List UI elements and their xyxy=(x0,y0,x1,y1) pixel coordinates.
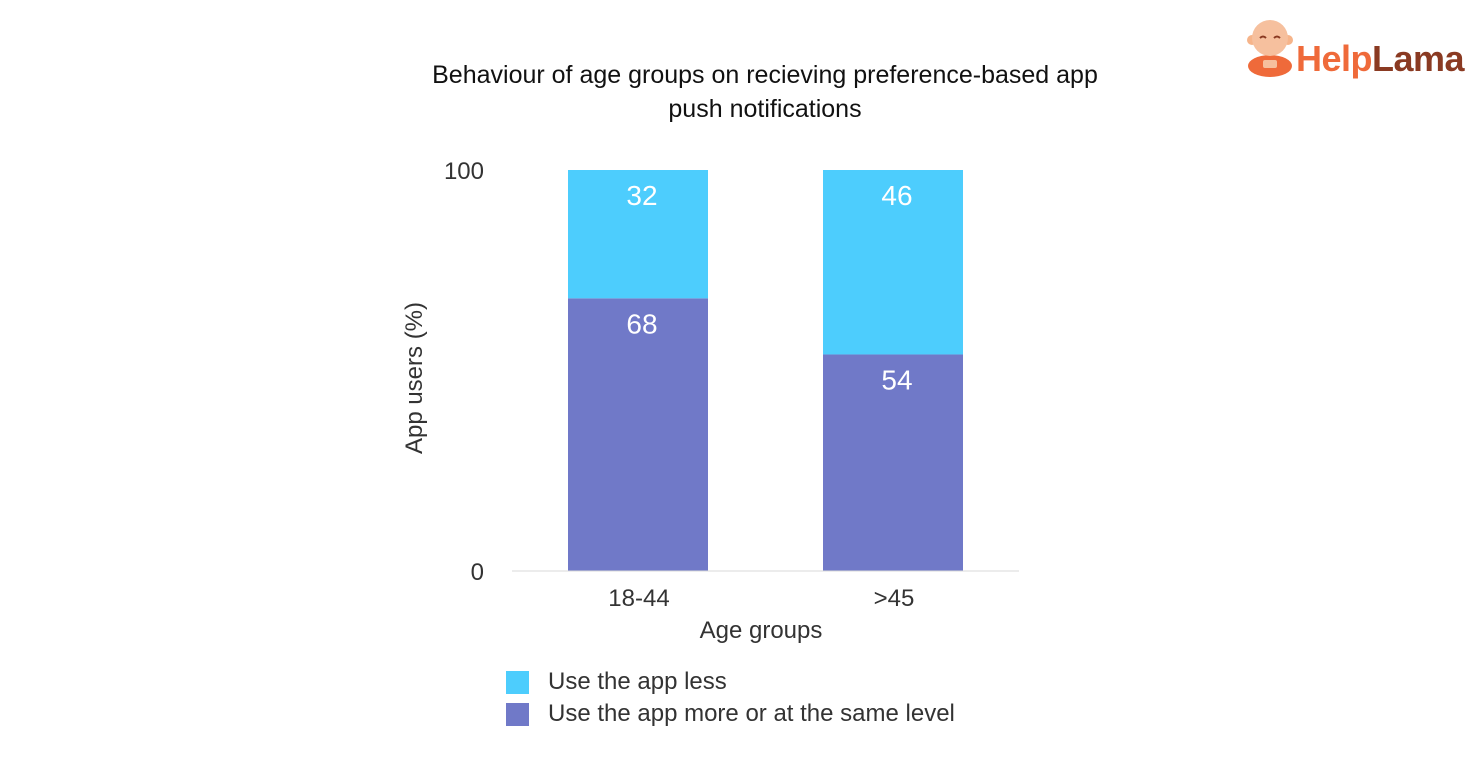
helplama-logo[interactable]: HelpLama xyxy=(1246,14,1466,84)
logo-text-lama: Lama xyxy=(1372,38,1465,79)
x-axis-title: Age groups xyxy=(700,617,823,644)
legend-label-use-less: Use the app less xyxy=(548,668,727,695)
legend-swatch-use-less xyxy=(506,670,529,694)
logo-wordmark: HelpLama xyxy=(1296,38,1465,80)
legend-label-use-more: Use the app more or at the same level xyxy=(548,700,955,727)
chart-legend: Use the app less Use the app more or at … xyxy=(506,666,955,730)
legend-item-use-more[interactable]: Use the app more or at the same level xyxy=(506,698,955,730)
bar-18-44-use-the-app-less[interactable] xyxy=(568,170,708,299)
chart-title-line-2: push notifications xyxy=(668,95,862,123)
legend-item-use-less[interactable]: Use the app less xyxy=(506,666,955,698)
data-label-45-use-the-app-more-or-at-the-same-level: 54 xyxy=(881,364,912,395)
chart-title-line-1: Behaviour of age groups on recieving pre… xyxy=(432,61,1098,89)
bar-45-use-the-app-more-or-at-the-same-level[interactable] xyxy=(823,354,963,571)
y-tick-label-100: 100 xyxy=(444,158,484,185)
data-label-45-use-the-app-less: 46 xyxy=(881,180,912,211)
data-label-18-44-use-the-app-more-or-at-the-same-level: 68 xyxy=(626,308,657,339)
y-axis-title: App users (%) xyxy=(401,302,428,454)
chart-title: Behaviour of age groups on recieving pre… xyxy=(0,58,1481,126)
x-tick-label-45: >45 xyxy=(874,585,915,612)
data-label-18-44-use-the-app-less: 32 xyxy=(626,180,657,211)
y-tick-label-0: 0 xyxy=(471,559,484,586)
bar-18-44-use-the-app-more-or-at-the-same-level[interactable] xyxy=(568,298,708,571)
bar-45-use-the-app-less[interactable] xyxy=(823,170,963,355)
x-tick-label-18-44: 18-44 xyxy=(608,585,669,612)
legend-swatch-use-more xyxy=(506,702,529,726)
lama-mascot-icon xyxy=(1247,20,1293,77)
logo-text-help: Help xyxy=(1296,38,1373,79)
